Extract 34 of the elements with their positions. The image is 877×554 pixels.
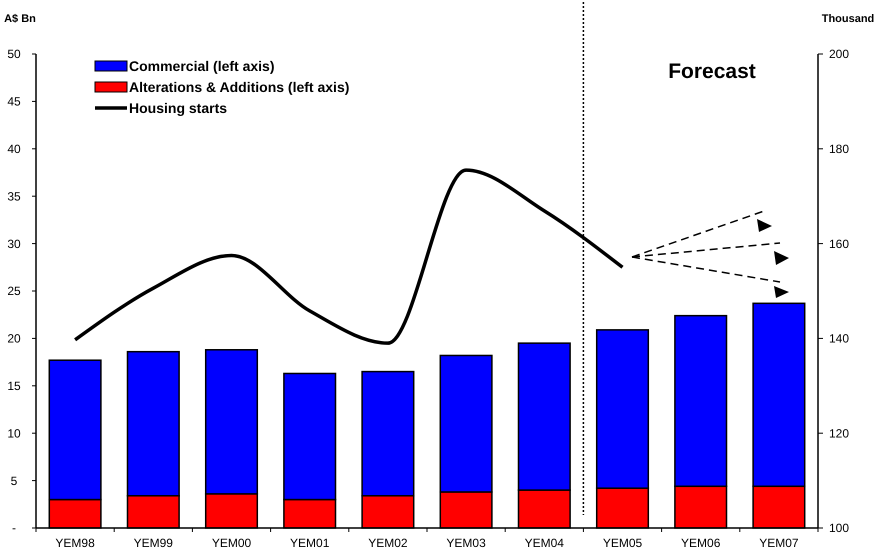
x-tick-label: YEM02 [368,536,408,550]
line-series [73,168,624,345]
x-tick-label: YEM05 [602,536,642,550]
y-tick-label: 30 [7,236,21,251]
y-tick-label: 50 [7,47,21,62]
y-tick-label: 20 [7,332,21,346]
legend-label: Housing starts [129,100,228,116]
x-tick-label: YEM04 [524,536,564,550]
y2-tick-label: 120 [828,426,850,440]
y-tick-label: 45 [7,94,21,109]
x-tick-label: YEM00 [212,536,252,550]
y-tick-label: 5 [10,474,18,488]
y2-tick-label: 140 [828,332,850,346]
legend-label: Commercial (left axis) [129,58,274,74]
x-tick-label: YEM98 [55,536,96,550]
y2-tick-label: 160 [828,236,850,251]
y-tick-label: 40 [7,142,21,156]
y-tick-label: 35 [7,189,21,204]
y-tick-label: 15 [7,379,21,393]
y-tick-label: 10 [7,426,21,440]
annotation: Forecast [668,60,756,83]
y2-tick-label: 180 [828,142,850,156]
x-tick-label: YEM06 [681,536,721,550]
y-tick-label: - [12,521,16,536]
x-tick-label: YEM99 [134,536,174,550]
x-tick-label: YEM07 [759,536,799,550]
x-tick-label: YEM03 [446,536,486,550]
y-axis-title: A$ Bn [4,13,36,25]
y2-tick-label: 100 [828,521,850,536]
y2-tick-label: 200 [828,47,850,62]
x-tick-label: YEM01 [290,536,330,550]
legend-label: Alterations & Additions (left axis) [129,78,350,95]
y-tick-label: 25 [7,284,21,298]
y2-axis-title: Thousand [822,13,874,25]
